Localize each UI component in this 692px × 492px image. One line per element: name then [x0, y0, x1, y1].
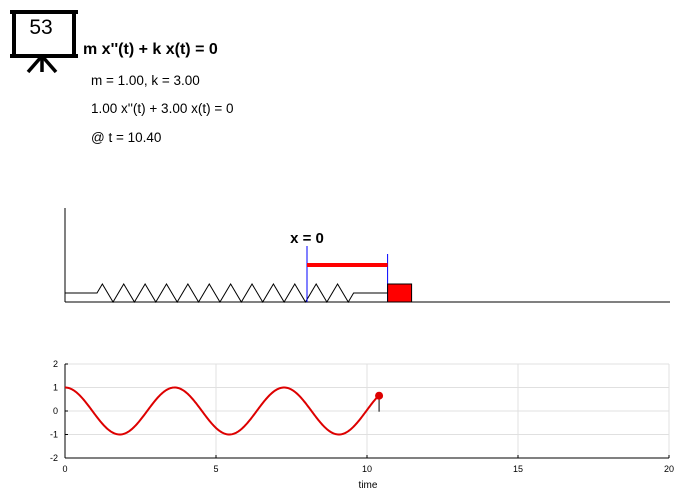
spring-mass-apparatus: x = 0 [64, 208, 670, 303]
spring [65, 283, 388, 303]
current-point [375, 391, 384, 400]
y-tick-label: 2 [53, 359, 58, 369]
current-time: @ t = 10.40 [91, 130, 162, 145]
chart-tick-labels: 0 5 10 15 20 -2 -1 0 1 2 [50, 359, 674, 474]
mass-block [387, 283, 413, 303]
x-tick-label: 15 [513, 464, 523, 474]
x-axis-label: time [359, 480, 378, 491]
problem-number: 53 [29, 16, 53, 39]
equilibrium-label: x = 0 [290, 230, 324, 247]
y-tick-label: -2 [50, 453, 58, 463]
y-tick-label: 0 [53, 406, 58, 416]
x-tick-label: 10 [362, 464, 372, 474]
x-tick-label: 20 [664, 464, 674, 474]
parameter-values: m = 1.00, k = 3.00 [91, 73, 200, 88]
equation-title: m x''(t) + k x(t) = 0 [83, 41, 218, 58]
chart-grid [65, 363, 670, 458]
chart-axes [64, 363, 670, 459]
projector-screen-icon [8, 8, 80, 76]
x-tick-label: 5 [213, 464, 218, 474]
instantiated-equation: 1.00 x''(t) + 3.00 x(t) = 0 [91, 101, 234, 116]
position-time-chart: 0 5 10 15 20 -2 -1 0 1 2 time [50, 359, 674, 491]
y-tick-label: -1 [50, 430, 58, 440]
series-line [64, 386, 380, 436]
x-tick-label: 0 [62, 464, 67, 474]
y-tick-label: 1 [53, 383, 58, 393]
